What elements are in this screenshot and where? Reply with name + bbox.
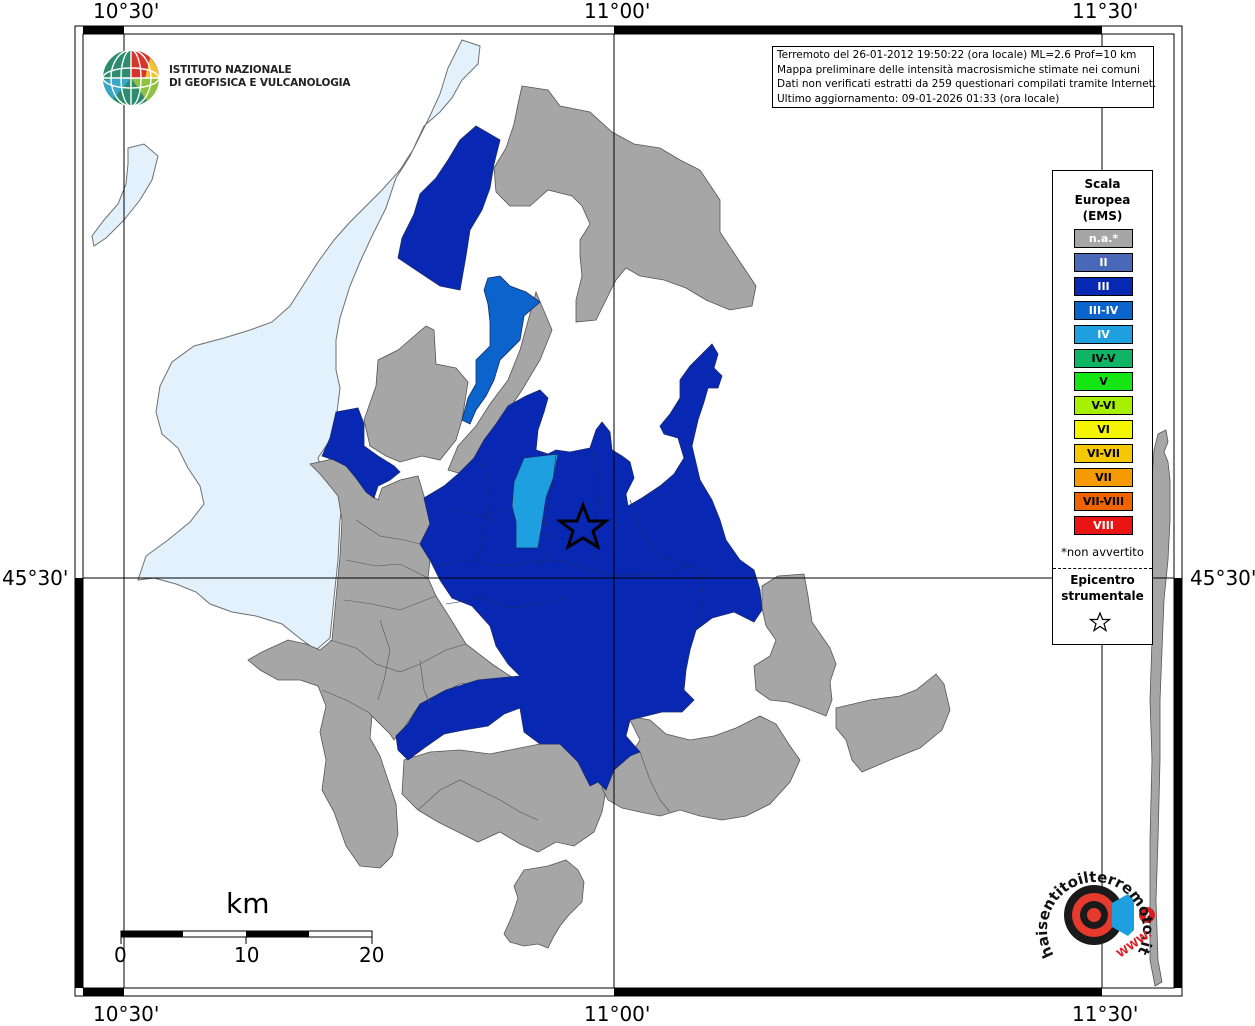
regions-iii — [321, 125, 763, 791]
svg-text:?: ? — [1144, 911, 1150, 922]
coord-top-1030: 10°30' — [93, 0, 160, 23]
institute-name: ISTITUTO NAZIONALE DI GEOFISICA E VULCAN… — [169, 64, 350, 90]
legend-separator — [1053, 568, 1152, 569]
legend-item: V — [1074, 372, 1133, 392]
legend-title-2: Europea — [1074, 193, 1131, 207]
scale-bar — [120, 930, 373, 944]
scale-unit: km — [226, 887, 270, 920]
legend-item: VI — [1074, 420, 1133, 440]
scale-tick-0: 0 — [114, 943, 127, 967]
lake-garda — [137, 39, 481, 651]
legend-title-3: (EMS) — [1082, 209, 1123, 223]
coord-top-1130: 11°30' — [1072, 0, 1139, 23]
legend-item: VII — [1074, 468, 1133, 487]
legend-item: III-IV — [1074, 300, 1133, 320]
coord-top-1100: 11°00' — [584, 0, 651, 23]
legend-item: V-VI — [1074, 396, 1133, 416]
coord-right-4530: 45°30' — [1190, 566, 1255, 590]
scale-tick-20: 20 — [359, 943, 385, 967]
grey-borders — [321, 519, 671, 821]
haisentito-logo-icon: ? haisentitoilterremoto.it WWW. — [1033, 868, 1157, 961]
legend-item: n.a.* — [1074, 229, 1133, 248]
legend-item: VII-VIII — [1074, 491, 1133, 511]
legend-item: VIII — [1074, 515, 1133, 535]
epicenter-star — [555, 500, 611, 551]
legend-title-1: Scala — [1084, 177, 1121, 191]
frame-bars — [75, 26, 1182, 996]
legend-item: IV-V — [1074, 348, 1133, 368]
region-iii-iv — [461, 275, 541, 425]
ems-legend: Scala Europea (EMS) n.a.* II III III-IV IV IV… — [1052, 170, 1153, 645]
regions-na — [247, 85, 1171, 987]
legend-item: VI-VII — [1074, 444, 1133, 464]
event-info-line-4: Ultimo aggiornamento: 09-01-2026 01:33 (… — [777, 92, 1060, 105]
legend-title: Scala Europea (EMS) — [1053, 176, 1152, 224]
scale-tick-10: 10 — [234, 943, 260, 967]
legend-epicenter-line-2: strumentale — [1061, 589, 1144, 603]
coord-bottom-1030: 10°30' — [93, 1002, 160, 1026]
coord-left-4530: 45°30' — [2, 566, 69, 590]
municipal-borders — [435, 451, 713, 631]
legend-item: III — [1074, 276, 1133, 296]
legend-item: IV — [1074, 324, 1133, 344]
institute-line-2: DI GEOFISICA E VULCANOLOGIA — [169, 77, 351, 89]
event-info-line-1: Terremoto del 26-01-2012 19:50:22 (ora l… — [777, 49, 1137, 61]
coord-bottom-1100: 11°00' — [584, 1002, 651, 1026]
ingv-logo-icon — [102, 49, 160, 107]
institute-line-1: ISTITUTO NAZIONALE — [169, 64, 292, 76]
legend-star-icon — [1089, 611, 1111, 632]
lake-ledro — [91, 143, 159, 247]
coord-bottom-1130: 11°30' — [1072, 1002, 1139, 1026]
legend-note: *non avvertito — [1061, 545, 1144, 559]
event-info-box: Terremoto del 26-01-2012 19:50:22 (ora l… — [772, 46, 1157, 108]
region-iv — [511, 453, 559, 549]
legend-epicenter-line-1: Epicentro — [1070, 573, 1135, 587]
legend-epicenter-label: Epicentro strumentale — [1053, 572, 1152, 604]
event-info-line-2: Mappa preliminare delle intensità macros… — [777, 63, 1140, 76]
legend-item: II — [1074, 252, 1133, 272]
event-info-line-3: Dati non verificati estratti da 259 ques… — [777, 78, 1157, 91]
